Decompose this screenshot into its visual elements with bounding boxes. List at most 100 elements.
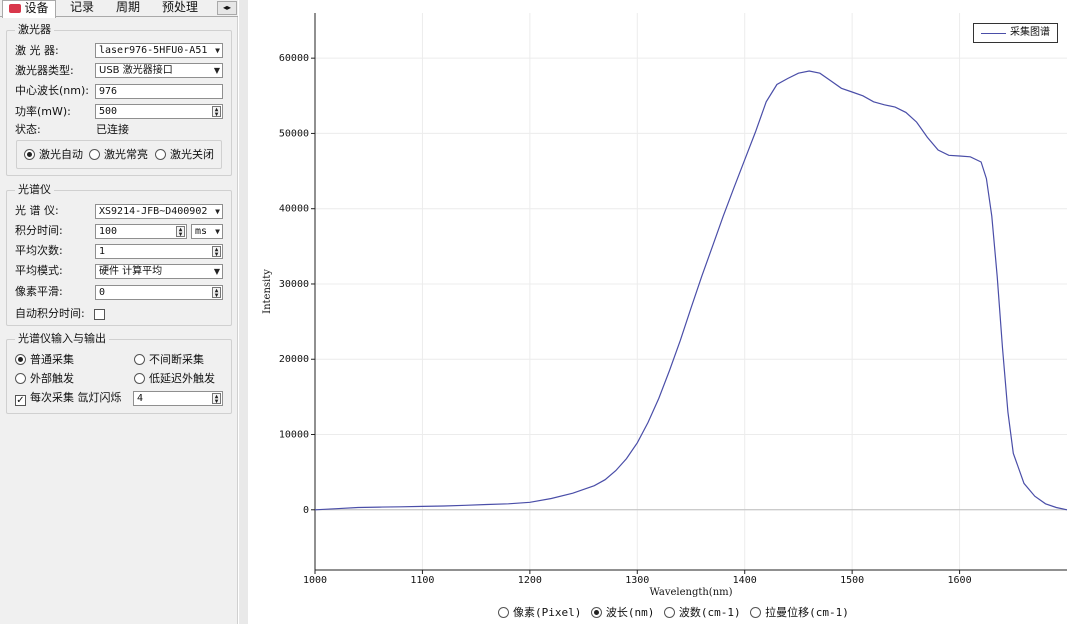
spectrometer-group: 光谱仪 — [6, 183, 232, 326]
tab-record[interactable]: 记录 — [69, 0, 94, 14]
integration-time-label: 积分时间: — [15, 224, 63, 237]
laser-type-label: 激光器类型: — [15, 64, 74, 77]
wavelength-label: 中心波长(nm): — [15, 84, 89, 97]
avg-count-spinbox[interactable]: 1 ▲ ▼ — [95, 244, 223, 259]
ext-trigger-label: 外部触发 — [30, 372, 74, 385]
avg-mode-select[interactable]: 硬件 计算平均 ▼ — [95, 264, 223, 279]
y-tick-label: 20000 — [279, 354, 309, 365]
laser-mode-box — [16, 140, 222, 169]
laser-device-label: 激 光 器: — [15, 44, 59, 57]
integration-unit-value: ms — [195, 226, 208, 237]
laser-device-select[interactable]: laser976-5HFU0-A51 ▼ — [95, 43, 223, 58]
continuous-acq-radio[interactable]: 不间断采集 — [134, 352, 204, 368]
y-tick-label: 30000 — [279, 279, 309, 290]
laser-group-title: 激光器 — [15, 23, 54, 37]
avg-count-label: 平均次数: — [15, 244, 63, 257]
chart-legend: 采集图谱 — [973, 23, 1058, 43]
radio-icon — [24, 149, 35, 160]
x-tick-label: 1200 — [518, 575, 542, 586]
lamp-flash-value: 4 — [137, 393, 144, 404]
y-tick-label: 0 — [303, 505, 309, 516]
status-value: 已连接 — [96, 123, 129, 136]
smoothing-label: 像素平滑: — [15, 285, 63, 298]
x-tick-label: 1500 — [840, 575, 864, 586]
radio-icon — [15, 373, 26, 384]
y-tick-label: 60000 — [279, 53, 309, 64]
spin-arrows-icon[interactable]: ▲ ▼ — [212, 106, 221, 118]
chevron-down-icon: ▼ — [215, 227, 220, 236]
wavelength-input[interactable]: 976 — [95, 84, 223, 99]
x-axis-title: Wavelength(nm) — [649, 587, 732, 598]
integration-time-spinbox[interactable]: 100 ▲ ▼ — [95, 224, 187, 239]
chevron-down-icon: ▼ — [215, 46, 220, 55]
low-delay-trigger-radio[interactable]: 低延迟外触发 — [134, 371, 215, 387]
laser-mode-on-label: 激光常亮 — [104, 148, 148, 161]
laser-mode-off-label: 激光关闭 — [170, 148, 214, 161]
x-tick-label: 1400 — [733, 575, 757, 586]
tab-scroll-arrows-icon[interactable]: ◂▸ — [217, 1, 237, 15]
low-delay-trigger-label: 低延迟外触发 — [149, 372, 215, 385]
avg-mode-label: 平均模式: — [15, 264, 63, 277]
x-mode-wavenumber[interactable]: 波数(cm-1) — [663, 606, 741, 619]
x-mode-raman-shift[interactable]: 拉曼位移(cm-1) — [750, 606, 849, 619]
chart-area: 1000 1100 1200 1300 1400 1500 1600 0 10000 20000 3… — [248, 0, 1080, 624]
wavelength-value: 976 — [99, 86, 118, 97]
panel-splitter[interactable] — [239, 0, 248, 624]
laser-group: 激光器 — [6, 23, 232, 176]
laser-mode-off[interactable]: 激光关闭 — [155, 147, 219, 163]
x-tick-label: 1600 — [948, 575, 972, 586]
lamp-flash-spinbox[interactable]: 4 ▲ ▼ — [133, 391, 223, 406]
spin-arrows-icon[interactable]: ▲ ▼ — [176, 226, 185, 238]
integration-unit-select[interactable]: ms ▼ — [191, 224, 223, 239]
y-tick-label: 10000 — [279, 430, 309, 441]
io-group: 光谱仪输入与输出 — [6, 332, 232, 414]
radio-icon — [134, 354, 145, 365]
radio-icon — [155, 149, 166, 160]
power-spinbox[interactable]: 500 ▲ ▼ — [95, 104, 223, 119]
spectrometer-device-select[interactable]: XS9214-JFB~D400902 ▼ — [95, 204, 223, 219]
auto-integration-checkbox[interactable] — [94, 309, 105, 320]
x-mode-wavelength-label: 波长(nm) — [605, 606, 655, 619]
normal-acq-radio[interactable]: 普通采集 — [15, 352, 74, 368]
spectrometer-group-title: 光谱仪 — [15, 183, 54, 197]
smoothing-spinbox[interactable]: 0 ▲ ▼ — [95, 285, 223, 300]
x-tick-label: 1100 — [410, 575, 434, 586]
avg-count-value: 1 — [99, 246, 106, 257]
normal-acq-label: 普通采集 — [30, 353, 74, 366]
laser-mode-auto[interactable]: 激光自动 — [24, 147, 83, 163]
x-tick-label: 1000 — [303, 575, 327, 586]
spectrum-series-line — [314, 70, 1068, 511]
x-mode-pixel[interactable]: 像素(Pixel) — [498, 606, 581, 619]
auto-integration-label: 自动积分时间: — [15, 307, 85, 320]
radio-icon — [498, 607, 509, 618]
tab-preprocess[interactable]: 预处理 — [161, 0, 198, 14]
laser-type-value: USB 激光器接口 — [99, 65, 173, 76]
lamp-flash-checkbox[interactable]: ✓ 每次采集 氙灯闪烁 — [15, 390, 122, 406]
laser-mode-auto-label: 激光自动 — [39, 148, 83, 161]
tab-cycle[interactable]: 周期 — [115, 0, 140, 14]
x-mode-wavelength[interactable]: 波长(nm) — [590, 606, 655, 619]
spectrometer-device-label: 光 谱 仪: — [15, 204, 59, 217]
tab-label: 设备 — [24, 1, 49, 15]
checkmark-icon: ✓ — [15, 395, 26, 406]
radio-icon — [663, 607, 675, 618]
spin-arrows-icon[interactable]: ▲ ▼ — [212, 393, 221, 405]
radio-icon — [590, 607, 602, 618]
spin-arrows-icon[interactable]: ▲ ▼ — [212, 287, 221, 299]
smoothing-value: 0 — [99, 287, 106, 298]
radio-icon — [134, 373, 145, 384]
ext-trigger-radio[interactable]: 外部触发 — [15, 371, 74, 387]
tab-device[interactable]: 设备 — [2, 0, 56, 18]
y-tick-label: 40000 — [279, 204, 309, 215]
app-logo-icon — [9, 4, 22, 13]
spin-arrows-icon[interactable]: ▲ ▼ — [212, 246, 221, 258]
radio-icon — [750, 607, 762, 618]
x-mode-wavenumber-label: 波数(cm-1) — [678, 606, 741, 619]
status-label: 状态: — [15, 123, 41, 136]
chevron-down-icon: ▼ — [213, 267, 220, 276]
legend-swatch — [981, 33, 1006, 34]
laser-type-select[interactable]: USB 激光器接口 ▼ — [95, 63, 223, 78]
laser-mode-on[interactable]: 激光常亮 — [89, 147, 148, 163]
continuous-acq-label: 不间断采集 — [149, 353, 204, 366]
settings-panel: 设备 记录 周期 预处理 ◂▸ 激光器 激 光 器: laser976-5HFU… — [0, 0, 238, 624]
